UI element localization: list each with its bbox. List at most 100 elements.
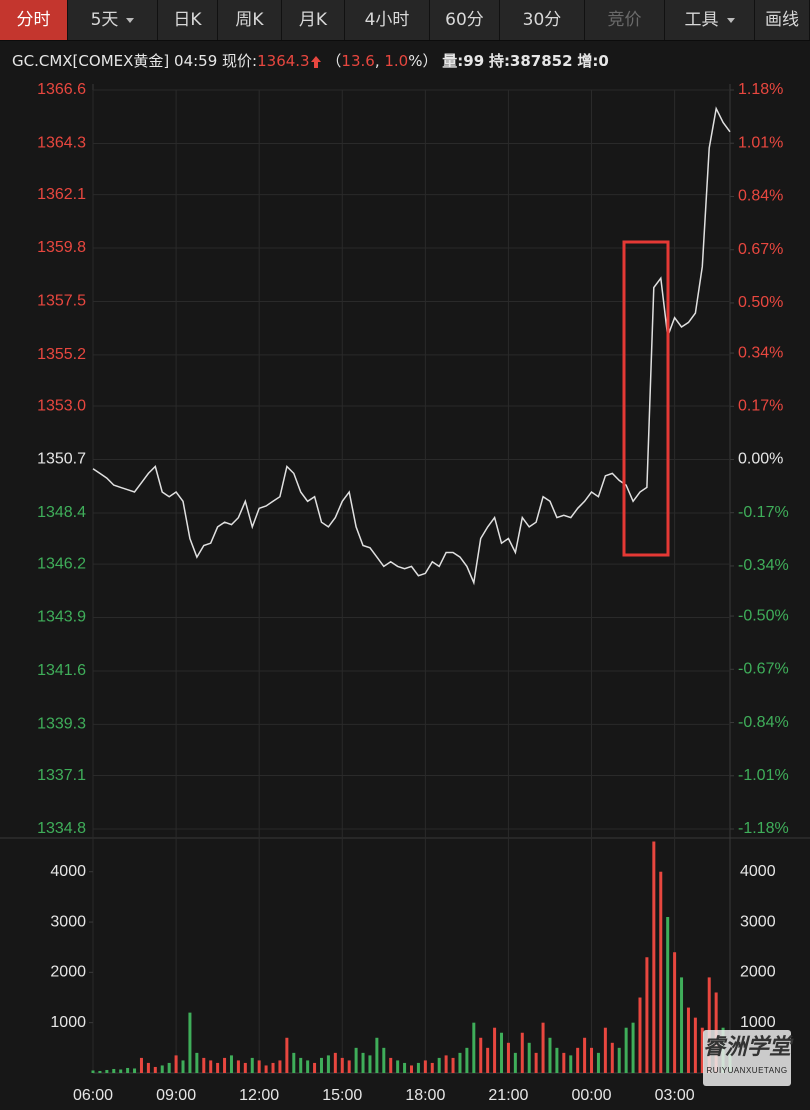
volume-bar bbox=[368, 1055, 372, 1073]
tab[interactable]: 分时 bbox=[0, 0, 68, 40]
x-tick-label: 09:00 bbox=[156, 1087, 196, 1104]
volume-bar bbox=[250, 1057, 254, 1073]
volume-bar bbox=[174, 1055, 178, 1073]
price-line bbox=[92, 106, 731, 586]
volume-bar bbox=[645, 957, 649, 1073]
volume-bar bbox=[382, 1047, 386, 1073]
volume-bar bbox=[223, 1057, 227, 1073]
volume-bar bbox=[347, 1060, 351, 1073]
volume-bar bbox=[202, 1057, 206, 1073]
volume-bar bbox=[403, 1062, 407, 1073]
watermark-subtitle: RUIYUANXUETANG bbox=[706, 1066, 788, 1075]
volume-bar bbox=[437, 1057, 441, 1073]
volume-bar bbox=[126, 1067, 130, 1073]
y2-tick-label: -1.18% bbox=[738, 820, 789, 837]
volume-bar bbox=[451, 1057, 455, 1073]
tab-label: 工具 bbox=[684, 10, 719, 30]
volume-bar bbox=[119, 1069, 123, 1073]
toolbar: 分时 5天 日K 周K 月K 4小时 60分 30分 竞价 工具 画线 bbox=[0, 0, 810, 41]
y2-tick-label: 1.01% bbox=[738, 134, 783, 151]
volume-bar bbox=[659, 871, 663, 1073]
y2-tick-label: 0.34% bbox=[738, 344, 783, 361]
y-tick-label: 1350.7 bbox=[37, 451, 86, 468]
volume-bar bbox=[389, 1057, 393, 1073]
y-tick-label: 1359.8 bbox=[37, 239, 86, 256]
highlight-box bbox=[622, 240, 670, 557]
volume-bar bbox=[313, 1062, 317, 1073]
volume-bar bbox=[326, 1055, 330, 1073]
volume-bar bbox=[617, 1047, 621, 1073]
y2-tick-label: 0.00% bbox=[738, 451, 783, 468]
volume: 量:99 bbox=[442, 52, 485, 70]
volume-bar bbox=[264, 1065, 268, 1073]
tab[interactable]: 30分 bbox=[500, 0, 585, 40]
volume-bar bbox=[590, 1047, 594, 1073]
x-tick-label: 06:00 bbox=[73, 1087, 113, 1104]
y2-tick-label: -0.50% bbox=[738, 607, 789, 624]
y2-tick-label: 0.50% bbox=[738, 294, 783, 311]
volume-bar bbox=[569, 1055, 573, 1073]
y-tick-label: 1364.3 bbox=[37, 135, 86, 152]
time: 04:59 bbox=[174, 52, 218, 70]
y-tick-label: 1366.6 bbox=[37, 81, 86, 98]
volume-bar bbox=[306, 1060, 310, 1073]
volume-bar bbox=[472, 1022, 476, 1073]
volume-bar bbox=[534, 1052, 538, 1073]
volume-bar bbox=[139, 1057, 143, 1073]
volume-bar bbox=[146, 1062, 150, 1073]
volume-bar bbox=[562, 1052, 566, 1073]
y-tick-label: 1337.1 bbox=[37, 767, 86, 784]
volume-bar bbox=[105, 1069, 109, 1073]
volume-bar bbox=[299, 1057, 303, 1073]
volume-bar bbox=[603, 1027, 607, 1073]
volume-bar bbox=[486, 1047, 490, 1073]
open-interest: 持:387852 bbox=[488, 52, 573, 70]
volume-tick-label-right: 2000 bbox=[740, 964, 776, 981]
volume-bar bbox=[229, 1055, 233, 1073]
volume-bar bbox=[652, 841, 656, 1073]
tab[interactable]: 4小时 bbox=[345, 0, 430, 40]
tab[interactable]: 日K bbox=[158, 0, 218, 40]
tab[interactable]: 60分 bbox=[430, 0, 500, 40]
volume-bar bbox=[430, 1062, 434, 1073]
volume-bar bbox=[354, 1047, 358, 1073]
tab[interactable]: 月K bbox=[282, 0, 345, 40]
y-tick-label: 1348.4 bbox=[37, 504, 86, 521]
volume-bar bbox=[319, 1057, 323, 1073]
volume-bar bbox=[686, 1007, 690, 1073]
volume-bar bbox=[555, 1047, 559, 1073]
volume-bar bbox=[673, 952, 677, 1073]
y-tick-label: 1357.5 bbox=[37, 293, 86, 310]
y-tick-label: 1334.8 bbox=[37, 820, 86, 837]
change-pct: 1.0 bbox=[384, 52, 409, 70]
volume-bar bbox=[610, 1042, 614, 1073]
volume-bar bbox=[666, 917, 670, 1073]
tab[interactable]: 画线 bbox=[755, 0, 810, 40]
volume-bar bbox=[181, 1060, 185, 1073]
volume-bar bbox=[396, 1060, 400, 1073]
y-tick-label: 1346.2 bbox=[37, 555, 86, 572]
price-label: 现价: bbox=[222, 52, 258, 70]
volume-bar bbox=[216, 1062, 220, 1073]
volume-bar bbox=[541, 1022, 545, 1073]
volume-bar bbox=[271, 1062, 275, 1073]
volume-bar bbox=[195, 1052, 199, 1073]
tab[interactable]: 竞价 bbox=[585, 0, 665, 40]
volume-bar bbox=[188, 1012, 192, 1073]
volume-bar bbox=[631, 1022, 635, 1073]
volume-bar bbox=[375, 1037, 379, 1073]
volume-bar bbox=[638, 997, 642, 1073]
volume-bar bbox=[465, 1047, 469, 1073]
volume-bar bbox=[292, 1052, 296, 1073]
volume-bar bbox=[444, 1055, 448, 1073]
increase: 增:0 bbox=[577, 52, 609, 70]
tab[interactable]: 周K bbox=[218, 0, 282, 40]
tab[interactable]: 5天 bbox=[68, 0, 158, 40]
volume-bar bbox=[513, 1052, 517, 1073]
tab[interactable]: 工具 bbox=[665, 0, 755, 40]
paren-open: （ bbox=[326, 52, 342, 70]
volume-bar bbox=[506, 1042, 510, 1073]
volume-bar bbox=[257, 1060, 261, 1073]
volume-tick-label: 1000 bbox=[50, 1014, 86, 1031]
y-tick-label: 1362.1 bbox=[37, 186, 86, 203]
